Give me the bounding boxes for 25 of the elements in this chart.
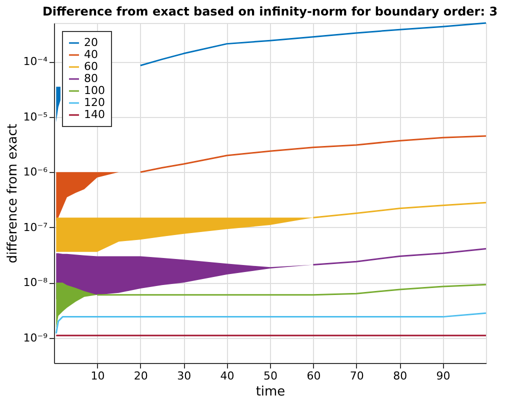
x-tick-label: 80 [393, 370, 408, 382]
y-tick-label: 10⁻⁷ [23, 220, 48, 234]
x-tick-label: 70 [350, 370, 364, 382]
x-tick-label: 30 [177, 370, 192, 382]
x-tick-label: 40 [220, 370, 234, 382]
y-tick-label: 10⁻⁶ [23, 166, 48, 179]
y-axis-title: difference from exact [5, 124, 20, 264]
chart-title: Difference from exact based on infinity-norm for boundary order: 3 [42, 4, 498, 18]
legend-label: 140 [84, 108, 105, 121]
x-tick-label: 60 [306, 370, 321, 382]
legend-label: 100 [84, 84, 105, 97]
y-tick-label: 10⁻⁵ [23, 110, 48, 124]
x-axis-title: time [256, 384, 286, 400]
legend-label: 20 [84, 36, 98, 49]
x-tick-label: 90 [436, 370, 450, 382]
y-tick-label: 10⁻⁸ [23, 276, 48, 290]
legend-label: 60 [84, 60, 98, 73]
y-tick-label: 10⁻⁹ [23, 331, 48, 344]
x-tick-label: 20 [134, 370, 148, 382]
legend-label: 80 [84, 72, 98, 85]
legend-label: 40 [84, 48, 98, 61]
y-tick-label: 10⁻⁴ [23, 55, 48, 68]
x-tick-label: 10 [90, 370, 105, 382]
x-tick-label: 50 [264, 370, 278, 382]
legend-label: 120 [84, 96, 105, 109]
